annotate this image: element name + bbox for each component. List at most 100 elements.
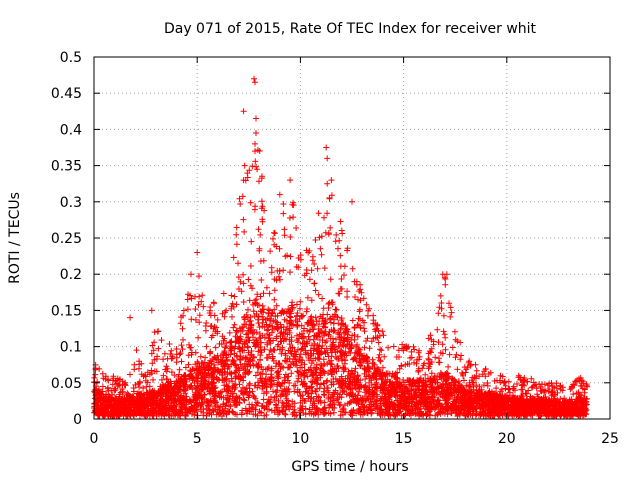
data-point xyxy=(367,375,373,382)
data-point xyxy=(184,296,191,303)
data-point xyxy=(216,340,223,347)
data-point xyxy=(280,201,287,207)
data-point xyxy=(337,218,344,225)
data-point xyxy=(214,403,221,409)
data-point xyxy=(233,224,240,231)
data-point xyxy=(544,382,551,389)
data-point xyxy=(447,304,454,311)
data-point xyxy=(261,334,268,341)
data-point xyxy=(241,228,248,235)
data-point xyxy=(344,294,351,300)
data-point xyxy=(578,392,585,399)
data-point xyxy=(425,335,432,342)
data-point xyxy=(219,413,225,420)
data-point xyxy=(196,388,203,395)
data-point xyxy=(362,383,369,390)
data-point xyxy=(280,330,287,337)
data-point xyxy=(286,336,293,343)
data-point xyxy=(428,370,435,377)
data-point xyxy=(114,375,121,382)
data-point xyxy=(409,398,416,405)
data-point xyxy=(208,370,215,377)
data-point xyxy=(458,352,465,359)
data-point xyxy=(282,326,289,333)
data-point xyxy=(291,388,298,395)
data-point xyxy=(138,371,145,378)
data-point xyxy=(256,178,262,185)
data-point xyxy=(257,375,264,382)
data-point xyxy=(199,360,206,366)
data-point xyxy=(268,374,275,381)
data-point xyxy=(324,210,331,217)
data-point xyxy=(425,350,432,357)
data-point xyxy=(99,370,106,377)
data-point xyxy=(312,366,319,373)
data-point xyxy=(222,376,229,383)
data-point xyxy=(376,351,383,358)
data-point xyxy=(445,363,452,370)
data-point xyxy=(254,379,261,386)
data-point xyxy=(151,339,158,346)
data-point xyxy=(282,352,289,359)
data-point xyxy=(286,355,293,362)
data-point xyxy=(393,409,400,416)
data-point xyxy=(252,299,259,306)
data-point xyxy=(332,238,339,245)
data-point xyxy=(236,395,243,402)
data-point xyxy=(442,346,449,353)
data-point xyxy=(247,263,254,269)
data-point xyxy=(377,358,384,365)
data-point xyxy=(312,287,319,294)
data-point xyxy=(454,366,461,373)
data-point xyxy=(216,377,223,384)
data-point xyxy=(207,307,214,314)
data-point xyxy=(281,226,288,233)
data-point xyxy=(216,393,223,400)
data-point xyxy=(241,397,248,404)
data-point xyxy=(164,408,171,415)
data-point xyxy=(414,383,421,390)
data-point xyxy=(281,232,288,239)
data-point xyxy=(211,361,218,368)
data-point xyxy=(434,411,441,418)
data-point xyxy=(321,214,327,221)
data-point xyxy=(317,328,324,334)
data-point xyxy=(367,366,373,372)
data-point xyxy=(548,412,555,419)
data-point xyxy=(453,351,460,358)
data-point xyxy=(408,348,415,355)
data-point xyxy=(203,363,210,370)
data-point xyxy=(376,357,383,364)
data-point xyxy=(174,384,181,391)
data-point xyxy=(489,408,495,415)
data-point xyxy=(191,409,198,416)
data-point xyxy=(482,373,489,380)
data-point xyxy=(358,408,364,414)
data-point xyxy=(268,381,275,388)
data-point xyxy=(178,314,185,321)
data-point xyxy=(321,380,328,387)
data-point xyxy=(568,411,575,418)
data-point xyxy=(226,329,233,336)
data-point xyxy=(344,341,351,348)
data-point xyxy=(266,322,273,329)
data-point xyxy=(236,394,242,401)
data-point xyxy=(406,361,413,368)
data-point xyxy=(345,348,352,355)
data-point xyxy=(237,278,244,285)
data-point xyxy=(153,368,160,375)
data-point xyxy=(311,261,318,267)
data-point xyxy=(534,391,541,398)
data-point xyxy=(328,357,334,364)
data-point xyxy=(199,292,206,299)
data-point xyxy=(327,276,334,283)
data-point xyxy=(215,390,222,397)
data-point xyxy=(299,334,305,340)
data-point xyxy=(237,201,244,207)
data-point xyxy=(233,301,240,308)
data-point xyxy=(180,307,187,314)
data-point xyxy=(94,397,100,404)
data-point xyxy=(308,297,315,304)
data-point xyxy=(219,372,226,378)
data-point xyxy=(343,391,350,398)
